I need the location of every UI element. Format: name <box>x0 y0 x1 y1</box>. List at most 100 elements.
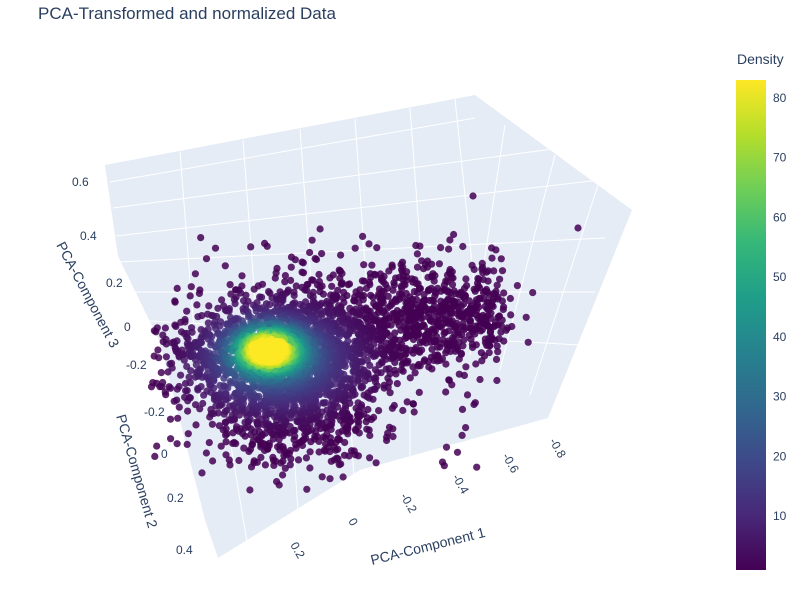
data-point[interactable] <box>488 254 496 262</box>
data-point[interactable] <box>315 448 323 456</box>
data-point[interactable] <box>451 347 459 355</box>
data-point[interactable] <box>458 431 466 439</box>
data-point[interactable] <box>369 293 377 301</box>
data-point[interactable] <box>222 438 230 446</box>
data-point[interactable] <box>427 353 436 361</box>
data-point[interactable] <box>414 304 423 312</box>
data-point[interactable] <box>375 361 383 369</box>
data-point[interactable] <box>167 435 175 443</box>
data-point[interactable] <box>171 297 179 305</box>
data-point[interactable] <box>472 341 480 349</box>
data-point[interactable] <box>492 355 501 363</box>
data-point[interactable] <box>493 376 501 385</box>
data-point[interactable] <box>205 302 213 310</box>
data-point[interactable] <box>214 409 222 417</box>
data-point[interactable] <box>445 376 453 384</box>
data-point[interactable] <box>291 402 299 410</box>
data-point[interactable] <box>460 284 469 292</box>
data-point[interactable] <box>436 302 445 310</box>
data-point[interactable] <box>460 371 468 379</box>
data-point[interactable] <box>416 362 424 370</box>
data-point[interactable] <box>205 439 213 447</box>
data-point[interactable] <box>308 236 316 244</box>
data-point[interactable] <box>449 274 457 282</box>
data-point[interactable] <box>231 300 239 308</box>
data-point[interactable] <box>301 286 309 294</box>
data-point[interactable] <box>482 285 491 294</box>
data-point[interactable] <box>483 320 492 328</box>
data-point[interactable] <box>294 456 303 464</box>
data-point[interactable] <box>166 415 175 423</box>
data-point[interactable] <box>399 367 407 375</box>
data-point[interactable] <box>216 322 224 330</box>
data-point[interactable] <box>286 446 294 455</box>
data-point[interactable] <box>172 322 180 330</box>
data-point[interactable] <box>356 286 364 294</box>
data-point[interactable] <box>442 443 451 451</box>
data-point[interactable] <box>455 338 463 347</box>
data-point[interactable] <box>462 363 470 371</box>
data-point[interactable] <box>339 473 347 481</box>
data-point[interactable] <box>281 278 289 286</box>
data-point[interactable] <box>494 348 502 356</box>
data-point[interactable] <box>152 328 160 336</box>
data-point[interactable] <box>390 316 398 324</box>
data-point[interactable] <box>217 442 225 450</box>
data-point[interactable] <box>459 323 467 331</box>
data-point[interactable] <box>436 356 444 364</box>
data-point[interactable] <box>449 334 457 342</box>
data-point[interactable] <box>481 302 489 310</box>
data-point[interactable] <box>173 440 181 448</box>
data-point[interactable] <box>480 295 488 303</box>
data-point[interactable] <box>292 282 300 290</box>
data-point[interactable] <box>173 337 181 345</box>
data-point[interactable] <box>177 371 185 379</box>
data-point[interactable] <box>364 405 372 414</box>
data-point[interactable] <box>414 330 422 339</box>
data-point[interactable] <box>462 424 470 432</box>
data-point[interactable] <box>466 317 474 325</box>
data-point[interactable] <box>303 485 311 493</box>
data-point[interactable] <box>366 431 374 440</box>
data-point[interactable] <box>493 281 501 289</box>
data-point[interactable] <box>488 297 496 305</box>
data-point[interactable] <box>175 382 183 391</box>
data-point[interactable] <box>409 363 417 371</box>
data-point[interactable] <box>350 297 358 305</box>
data-point[interactable] <box>226 281 234 289</box>
data-point[interactable] <box>247 243 255 251</box>
data-point[interactable] <box>463 391 472 399</box>
data-point[interactable] <box>380 381 388 389</box>
data-point[interactable] <box>432 337 440 345</box>
data-point[interactable] <box>323 430 331 438</box>
data-point[interactable] <box>195 289 203 297</box>
data-point[interactable] <box>411 312 420 320</box>
data-point[interactable] <box>326 475 334 483</box>
data-point[interactable] <box>433 319 441 327</box>
data-point[interactable] <box>472 360 480 368</box>
data-point[interactable] <box>491 322 499 330</box>
data-point[interactable] <box>459 242 467 251</box>
data-point[interactable] <box>161 388 169 396</box>
data-point[interactable] <box>390 401 398 410</box>
data-point[interactable] <box>360 391 368 399</box>
data-point[interactable] <box>478 265 486 273</box>
data-point[interactable] <box>335 461 343 469</box>
data-point[interactable] <box>185 373 193 381</box>
data-point[interactable] <box>197 339 206 347</box>
data-point[interactable] <box>475 303 483 311</box>
data-point[interactable] <box>431 287 439 295</box>
data-points[interactable] <box>147 192 582 494</box>
data-point[interactable] <box>379 278 387 286</box>
data-point[interactable] <box>513 282 522 290</box>
data-point[interactable] <box>208 420 216 428</box>
data-point[interactable] <box>281 272 289 280</box>
data-point[interactable] <box>435 260 443 268</box>
data-point[interactable] <box>154 346 162 354</box>
data-point[interactable] <box>273 478 281 486</box>
data-point[interactable] <box>272 269 280 277</box>
data-point[interactable] <box>250 285 258 293</box>
data-point[interactable] <box>233 423 241 431</box>
data-point[interactable] <box>245 447 253 456</box>
data-point[interactable] <box>472 322 480 330</box>
